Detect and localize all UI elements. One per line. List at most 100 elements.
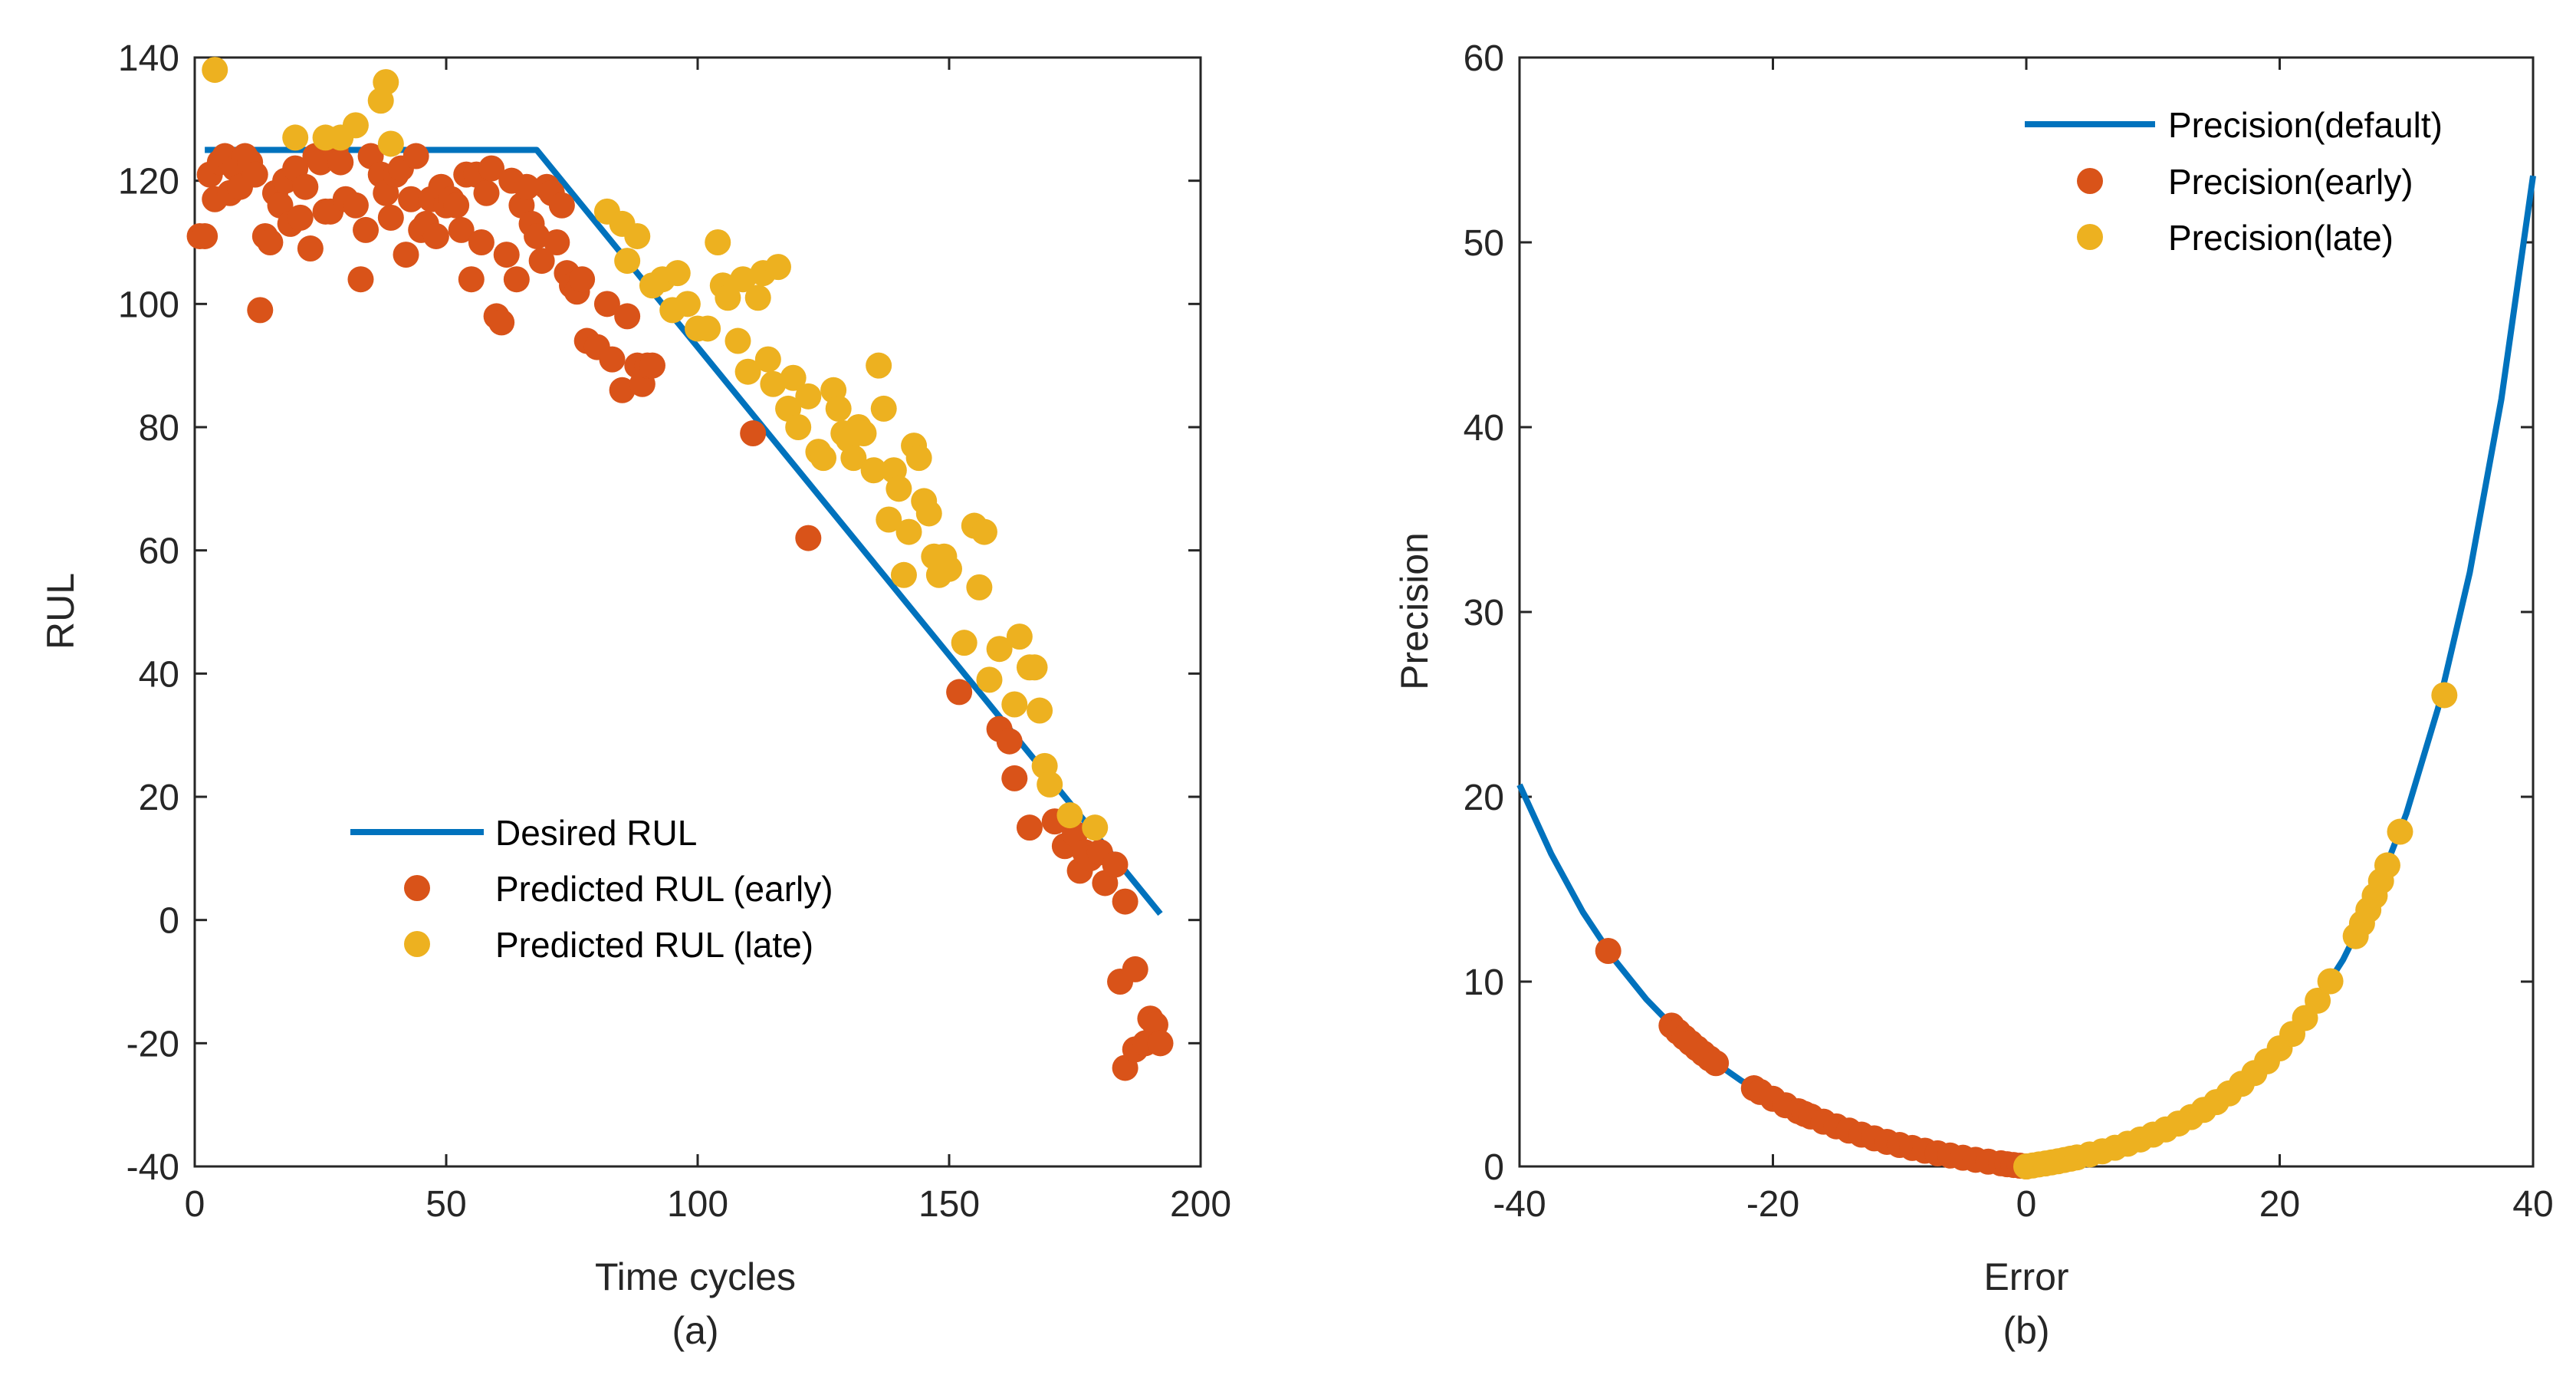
x-tick-label: 50 [426,1184,466,1225]
data-point [393,242,419,268]
y-tick-label: 20 [139,778,179,818]
series-precision-early [1595,937,2039,1179]
panel-b-ylabel: Precision [1393,532,1436,690]
panel-a-axes: 0 50 100 150 200 -40 -20 0 20 40 60 80 100 120 140 [118,38,1231,1225]
legend-swatch-early [404,875,430,901]
panel-b-plot-area [1516,175,2536,1179]
data-point [905,445,932,472]
data-point [1001,691,1028,718]
data-point [192,222,219,249]
data-point [297,235,324,262]
data-point [976,666,1003,693]
x-tick-label: 20 [2259,1184,2300,1225]
data-point [715,285,741,311]
data-point [488,309,515,336]
data-point [795,383,822,410]
data-point [2431,682,2458,709]
y-tick-label: 40 [1464,408,1504,449]
data-point [810,445,836,472]
y-tick-label: 60 [139,531,179,572]
data-point [740,420,767,447]
x-tick-label: 200 [1170,1184,1231,1225]
data-point [443,192,470,219]
data-point [695,315,721,342]
data-point [422,222,449,249]
data-point [468,229,495,255]
data-point [664,260,691,287]
data-point [1082,814,1109,841]
y-tick-label: 10 [1464,962,1504,1003]
data-point [705,229,731,255]
data-point [785,414,812,440]
legend-swatch-precision-late [2077,224,2103,250]
data-point [886,475,912,502]
legend-label-desired-rul: Desired RUL [495,813,697,853]
panel-b-axes: -40 -20 0 20 40 0 10 20 30 40 50 60 [1464,38,2554,1225]
y-tick-label: 0 [1484,1147,1504,1188]
y-tick-label: 40 [139,654,179,695]
data-point [730,266,757,293]
data-point [986,636,1013,663]
data-point [593,291,620,317]
data-point [1112,888,1138,915]
x-tick-label: 100 [667,1184,728,1225]
data-point [870,395,897,422]
legend-swatch-precision-early [2077,168,2103,194]
legend-label-early: Predicted RUL (early) [495,869,833,909]
data-point [599,346,626,373]
data-point [614,303,641,330]
data-point [524,222,550,249]
data-point [1006,623,1033,650]
data-point [850,420,877,447]
y-tick-label: -20 [127,1024,179,1064]
y-tick-label: 30 [1464,593,1504,633]
data-point [247,297,274,324]
data-point [257,229,284,255]
x-tick-label: 0 [185,1184,205,1225]
y-tick-label: 60 [1464,38,1504,79]
data-point [1703,1050,1730,1077]
y-tick-label: 50 [1464,223,1504,264]
data-point [202,57,228,84]
y-tick-label: 140 [118,38,179,79]
data-point [609,377,636,403]
data-point [548,192,575,219]
data-point [876,506,902,533]
y-tick-label: 120 [118,162,179,202]
data-point [966,574,993,600]
data-point [1001,765,1028,791]
data-point [353,216,380,243]
x-tick-label: -20 [1746,1184,1799,1225]
data-point [458,266,485,293]
x-tick-label: -40 [1493,1184,1546,1225]
panel-a-legend: Desired RUL Predicted RUL (early) Predic… [350,813,833,965]
data-point [478,155,505,182]
data-point [951,630,978,656]
data-point [242,161,268,188]
data-point [895,518,922,545]
data-point [890,561,917,588]
panel-a-ylabel: RUL [39,573,82,650]
y-tick-label: -40 [127,1147,179,1188]
data-point [734,358,761,385]
data-point [780,364,807,391]
data-point [1122,956,1148,982]
data-point [1056,802,1083,829]
panel-b-caption: (b) [2003,1309,2049,1352]
data-point [342,112,369,139]
data-point [473,179,500,206]
data-point [866,352,892,379]
x-tick-label: 150 [918,1184,980,1225]
data-point [996,728,1023,755]
y-tick-label: 80 [139,408,179,449]
data-point [2387,818,2413,845]
data-point [614,248,641,275]
panel-a-axes-box [193,56,1202,1168]
data-point [1016,814,1043,841]
panel-b-xlabel: Error [1983,1255,2068,1298]
legend-label-late: Predicted RUL (late) [495,925,813,965]
panel-b-precision-chart: -40 -20 0 20 40 0 10 20 30 40 50 60 Error (b) Preci… [1393,38,2554,1352]
data-point [840,445,867,472]
data-point [287,204,314,231]
panel-a-xlabel: Time cycles [595,1255,796,1298]
